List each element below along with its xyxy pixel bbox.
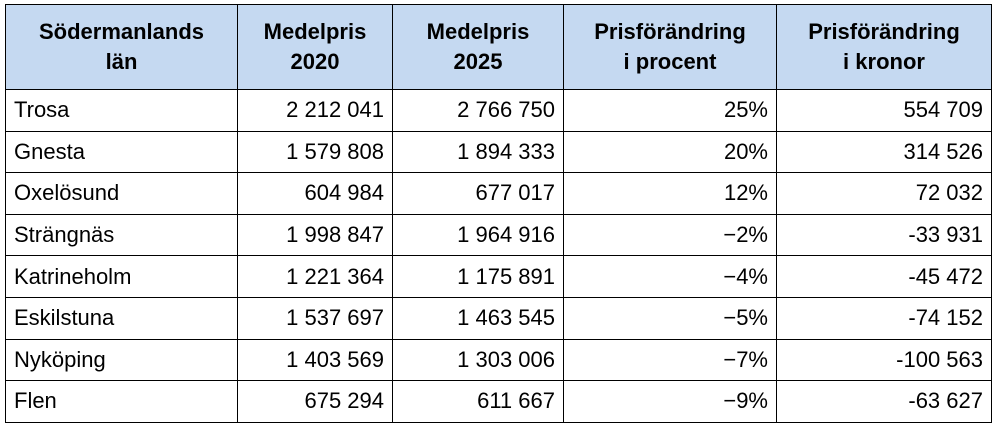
value-cell: -33 931 bbox=[776, 213, 992, 257]
value-cell: 2 212 041 bbox=[237, 89, 393, 132]
header-text: 2025 bbox=[453, 49, 503, 74]
value-cell: 1 221 364 bbox=[237, 255, 393, 298]
header-text: i procent bbox=[623, 49, 717, 74]
table-row: Eskilstuna 1 537 697 1 463 545 −5% -74 152 bbox=[5, 296, 992, 340]
price-table: Södermanlands län Medelpris 2020 Medelpris 20… bbox=[5, 4, 992, 423]
table-body: Trosa 2 212 041 2 766 750 25% 554 709 Gnesta 1… bbox=[5, 89, 992, 423]
header-text: län bbox=[105, 49, 138, 74]
header-cell: Medelpris 2025 bbox=[392, 4, 564, 90]
value-cell: 1 403 569 bbox=[237, 338, 393, 382]
value-cell: 675 294 bbox=[237, 380, 393, 423]
value-cell: −9% bbox=[563, 380, 777, 423]
table-row: Strängnäs 1 998 847 1 964 916 −2% -33 931 bbox=[5, 213, 992, 257]
header-cell: Prisförändring i procent bbox=[563, 4, 777, 90]
region-cell: Katrineholm bbox=[5, 255, 238, 298]
value-cell: 12% bbox=[563, 172, 777, 215]
table-row: Katrineholm 1 221 364 1 175 891 −4% -45 472 bbox=[5, 255, 992, 298]
value-cell: 1 175 891 bbox=[392, 255, 564, 298]
value-cell: 1 579 808 bbox=[237, 130, 393, 174]
value-cell: -45 472 bbox=[776, 255, 992, 298]
value-cell: −4% bbox=[563, 255, 777, 298]
value-cell: 72 032 bbox=[776, 172, 992, 215]
header-cell: Prisförändring i kronor bbox=[776, 4, 992, 90]
value-cell: 611 667 bbox=[392, 380, 564, 423]
header-text: i kronor bbox=[843, 49, 925, 74]
region-cell: Oxelösund bbox=[5, 172, 238, 215]
value-cell: 1 894 333 bbox=[392, 130, 564, 174]
header-text: Prisförändring bbox=[808, 19, 960, 44]
value-cell: −5% bbox=[563, 296, 777, 340]
value-cell: 1 463 545 bbox=[392, 296, 564, 340]
header-cell: Södermanlands län bbox=[5, 4, 238, 90]
value-cell: −7% bbox=[563, 338, 777, 382]
value-cell: 25% bbox=[563, 89, 777, 132]
header-text: 2020 bbox=[290, 49, 340, 74]
table-row: Oxelösund 604 984 677 017 12% 72 032 bbox=[5, 172, 992, 215]
header-row: Södermanlands län Medelpris 2020 Medelpris 20… bbox=[5, 4, 992, 90]
region-cell: Eskilstuna bbox=[5, 296, 238, 340]
region-cell: Nyköping bbox=[5, 338, 238, 382]
header-text: Södermanlands bbox=[38, 19, 205, 44]
value-cell: 604 984 bbox=[237, 172, 393, 215]
table-row: Nyköping 1 403 569 1 303 006 −7% -100 563 bbox=[5, 338, 992, 382]
header-text: Medelpris bbox=[263, 19, 367, 44]
value-cell: 677 017 bbox=[392, 172, 564, 215]
table-row: Gnesta 1 579 808 1 894 333 20% 314 526 bbox=[5, 130, 992, 174]
header-text: Medelpris bbox=[426, 19, 530, 44]
value-cell: 554 709 bbox=[776, 89, 992, 132]
value-cell: 314 526 bbox=[776, 130, 992, 174]
value-cell: 2 766 750 bbox=[392, 89, 564, 132]
header-text: Prisförändring bbox=[594, 19, 746, 44]
table-row: Flen 675 294 611 667 −9% -63 627 bbox=[5, 380, 992, 423]
region-cell: Trosa bbox=[5, 89, 238, 132]
region-cell: Strängnäs bbox=[5, 213, 238, 257]
value-cell: −2% bbox=[563, 213, 777, 257]
value-cell: -63 627 bbox=[776, 380, 992, 423]
table-row: Trosa 2 212 041 2 766 750 25% 554 709 bbox=[5, 89, 992, 132]
value-cell: 1 998 847 bbox=[237, 213, 393, 257]
value-cell: 1 303 006 bbox=[392, 338, 564, 382]
value-cell: 20% bbox=[563, 130, 777, 174]
header-cell: Medelpris 2020 bbox=[237, 4, 393, 90]
value-cell: 1 537 697 bbox=[237, 296, 393, 340]
region-cell: Gnesta bbox=[5, 130, 238, 174]
value-cell: -100 563 bbox=[776, 338, 992, 382]
value-cell: 1 964 916 bbox=[392, 213, 564, 257]
value-cell: -74 152 bbox=[776, 296, 992, 340]
region-cell: Flen bbox=[5, 380, 238, 423]
